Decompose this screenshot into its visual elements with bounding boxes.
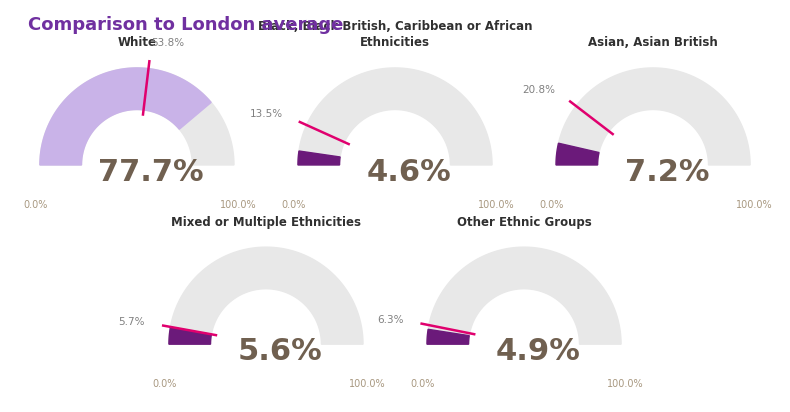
Text: 100.0%: 100.0% <box>736 200 773 210</box>
Polygon shape <box>427 247 621 344</box>
Text: 100.0%: 100.0% <box>479 200 515 210</box>
Polygon shape <box>298 68 492 165</box>
Polygon shape <box>40 68 211 165</box>
Title: Black, Black British, Caribbean or African
Ethnicities: Black, Black British, Caribbean or Afric… <box>258 21 532 49</box>
Polygon shape <box>298 151 340 165</box>
Polygon shape <box>169 327 212 344</box>
Polygon shape <box>40 68 234 165</box>
Text: 100.0%: 100.0% <box>349 379 386 389</box>
Text: 20.8%: 20.8% <box>522 85 555 95</box>
Title: White: White <box>118 36 156 49</box>
Text: 4.6%: 4.6% <box>367 158 451 187</box>
Title: Mixed or Multiple Ethnicities: Mixed or Multiple Ethnicities <box>171 215 361 229</box>
Text: 0.0%: 0.0% <box>540 200 563 210</box>
Text: 6.3%: 6.3% <box>377 315 404 325</box>
Text: 13.5%: 13.5% <box>250 109 283 119</box>
Text: 4.9%: 4.9% <box>495 337 581 366</box>
Text: 77.7%: 77.7% <box>98 158 204 187</box>
Text: 0.0%: 0.0% <box>23 200 47 210</box>
Polygon shape <box>556 143 599 165</box>
Text: 7.2%: 7.2% <box>625 158 709 187</box>
Text: 0.0%: 0.0% <box>152 379 176 389</box>
Polygon shape <box>556 68 750 165</box>
Text: 0.0%: 0.0% <box>410 379 434 389</box>
Polygon shape <box>427 329 469 344</box>
Text: 100.0%: 100.0% <box>220 200 257 210</box>
Title: Other Ethnic Groups: Other Ethnic Groups <box>457 215 592 229</box>
Text: 5.6%: 5.6% <box>238 337 322 366</box>
Title: Asian, Asian British: Asian, Asian British <box>589 36 718 49</box>
Polygon shape <box>169 247 363 344</box>
Text: 100.0%: 100.0% <box>608 379 644 389</box>
Text: Comparison to London average: Comparison to London average <box>28 16 343 35</box>
Text: 53.8%: 53.8% <box>152 38 185 48</box>
Text: 5.7%: 5.7% <box>118 317 145 327</box>
Text: 0.0%: 0.0% <box>281 200 306 210</box>
